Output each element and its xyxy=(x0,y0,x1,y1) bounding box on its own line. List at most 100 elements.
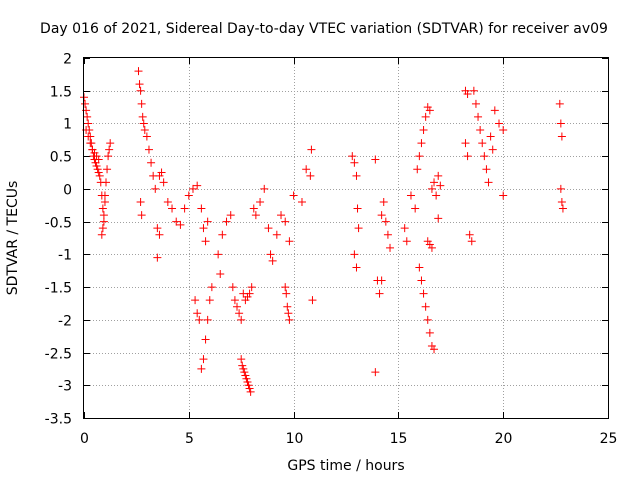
data-point xyxy=(237,355,246,364)
data-point xyxy=(402,237,411,246)
y-tick-label: -1 xyxy=(58,248,72,264)
data-point xyxy=(199,355,208,364)
y-tick-label: -2.5 xyxy=(45,347,72,363)
data-point xyxy=(348,152,357,161)
axis-ticks xyxy=(84,58,609,419)
data-point xyxy=(247,283,256,292)
data-point xyxy=(195,315,204,324)
data-point xyxy=(406,191,415,200)
data-point xyxy=(106,139,115,148)
data-point xyxy=(377,211,386,220)
data-point xyxy=(193,181,202,190)
data-point xyxy=(88,145,97,154)
data-point xyxy=(99,211,108,220)
x-axis-label: GPS time / hours xyxy=(287,458,404,474)
data-point xyxy=(135,80,144,89)
data-point xyxy=(427,243,436,252)
data-point xyxy=(556,184,565,193)
data-point xyxy=(201,335,210,344)
data-point xyxy=(463,152,472,161)
data-point xyxy=(421,302,430,311)
data-point xyxy=(95,171,104,180)
data-point xyxy=(383,230,392,239)
data-point xyxy=(214,250,223,259)
data-point xyxy=(100,191,109,200)
data-point xyxy=(350,250,359,259)
y-tick-label: -0.5 xyxy=(45,216,72,232)
data-point xyxy=(277,211,286,220)
data-point xyxy=(138,112,147,121)
x-tick-label: 5 xyxy=(185,431,194,447)
data-point xyxy=(474,112,483,121)
data-point xyxy=(155,230,164,239)
data-point xyxy=(284,309,293,318)
data-point xyxy=(153,224,162,233)
data-point xyxy=(98,224,107,233)
data-point xyxy=(139,119,148,128)
data-point xyxy=(371,155,380,164)
data-point xyxy=(216,270,225,278)
chart-title: Day 016 of 2021, Sidereal Day-to-day VTE… xyxy=(40,21,608,37)
data-point xyxy=(157,168,166,177)
data-point xyxy=(243,292,252,301)
data-point xyxy=(103,165,112,174)
data-point xyxy=(176,220,185,229)
y-tick-label: 1.5 xyxy=(50,85,72,101)
data-point xyxy=(266,250,275,259)
data-point xyxy=(557,132,566,141)
data-point xyxy=(168,204,177,213)
data-point xyxy=(239,364,248,373)
data-point xyxy=(98,204,107,213)
data-point xyxy=(463,90,472,98)
data-point xyxy=(244,381,253,390)
data-point xyxy=(285,237,294,246)
data-point xyxy=(430,178,439,187)
data-point xyxy=(283,302,292,311)
data-point xyxy=(235,309,244,318)
data-point xyxy=(432,191,441,200)
data-point xyxy=(413,165,422,174)
data-point xyxy=(159,178,168,187)
data-point xyxy=(97,230,106,239)
data-point xyxy=(421,112,430,121)
data-point xyxy=(379,198,388,206)
data-point xyxy=(155,171,164,180)
data-point xyxy=(425,240,434,249)
data-point xyxy=(205,296,214,305)
data-point xyxy=(375,289,384,298)
tick-labels: 0 5 10 15 20 25 -3.5 -3 -2.5 -2 -1.5 -1 -0.5 0 0.5 1 1.5… xyxy=(45,52,618,448)
data-point xyxy=(104,152,113,161)
data-point xyxy=(92,152,101,161)
data-point xyxy=(297,198,306,206)
data-point xyxy=(237,315,246,324)
data-point xyxy=(92,162,101,170)
data-point xyxy=(197,204,206,213)
data-points xyxy=(80,67,567,396)
data-point xyxy=(240,368,249,377)
data-point xyxy=(84,132,93,141)
data-point xyxy=(201,237,210,246)
data-point xyxy=(423,103,432,112)
y-tick-label: -1.5 xyxy=(45,281,72,297)
data-point xyxy=(94,155,103,164)
data-point xyxy=(490,106,499,115)
data-point xyxy=(268,256,277,265)
data-point xyxy=(486,132,495,141)
data-point xyxy=(415,263,424,272)
data-point xyxy=(499,126,508,134)
data-point xyxy=(243,378,252,386)
data-point xyxy=(461,86,470,95)
data-point xyxy=(241,371,250,380)
data-point xyxy=(352,171,361,180)
data-point xyxy=(218,230,227,239)
data-point xyxy=(228,283,237,292)
data-point xyxy=(371,368,380,377)
data-point xyxy=(427,184,436,193)
data-point xyxy=(193,309,202,318)
y-tick-label: -3.5 xyxy=(45,412,72,428)
data-point xyxy=(289,191,298,200)
data-point xyxy=(245,289,254,298)
x-tick-label: 25 xyxy=(600,431,618,447)
data-point xyxy=(434,171,443,180)
